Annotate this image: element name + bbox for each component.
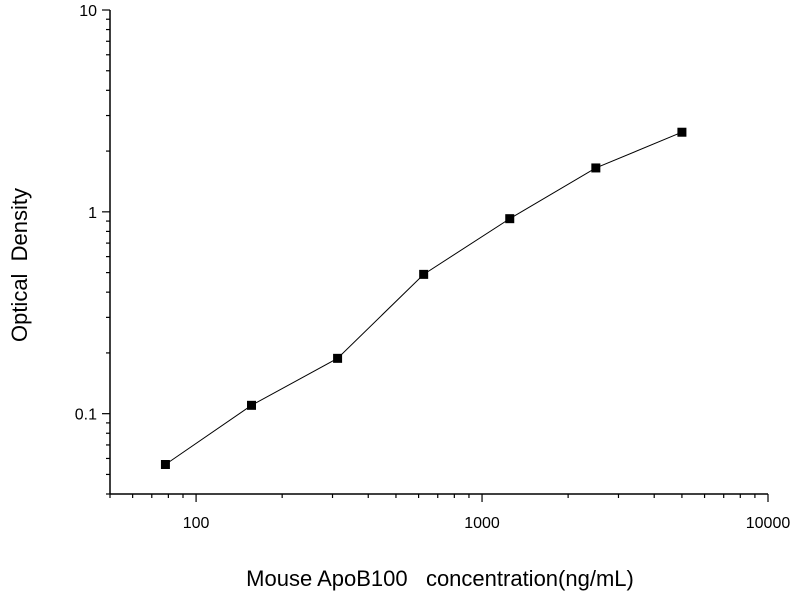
x-tick-label: 10000 bbox=[746, 515, 791, 532]
data-point bbox=[247, 401, 256, 410]
data-point bbox=[333, 354, 342, 363]
y-tick-label: 0.1 bbox=[75, 407, 97, 424]
x-tick-label: 100 bbox=[183, 515, 210, 532]
data-series bbox=[161, 128, 686, 469]
y-axis-title: Optical Density bbox=[7, 188, 32, 342]
series-line bbox=[165, 132, 681, 464]
data-point bbox=[677, 128, 686, 137]
x-axis-title: Mouse ApoB100 concentration(ng/mL) bbox=[246, 566, 634, 591]
data-point bbox=[505, 214, 514, 223]
data-point bbox=[591, 163, 600, 172]
data-point bbox=[161, 460, 170, 469]
y-tick-label: 10 bbox=[79, 3, 97, 20]
y-tick-label: 1 bbox=[88, 205, 97, 222]
axes bbox=[110, 10, 768, 494]
data-point bbox=[419, 270, 428, 279]
x-tick-label: 1000 bbox=[464, 515, 500, 532]
axis-ticks bbox=[102, 10, 768, 502]
